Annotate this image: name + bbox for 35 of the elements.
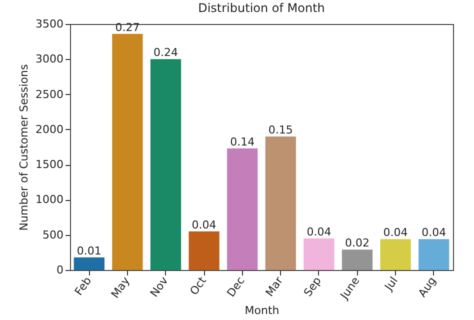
- annotation: 0.04: [383, 226, 408, 240]
- y-tick-label: 1500: [36, 158, 64, 172]
- annotation: 0.24: [154, 46, 178, 60]
- y-tick-label: 2500: [36, 88, 64, 101]
- annotation: 0.04: [192, 218, 216, 232]
- y-axis-title: Number of Customer Sessions: [18, 64, 31, 231]
- annotation: 0.15: [268, 123, 293, 136]
- y-tick-label: 1000: [36, 193, 64, 206]
- annotation: 0.02: [345, 236, 370, 250]
- annotation: 0.01: [76, 244, 102, 258]
- x-tick-label: Jul: [382, 274, 400, 294]
- x-tick-label: Sep: [301, 274, 324, 299]
- y-tick-label: 0: [56, 264, 64, 276]
- bar: [188, 231, 220, 270]
- y-tick-label: 3000: [36, 52, 64, 66]
- bar: [304, 238, 334, 270]
- bar: [227, 148, 258, 270]
- bar: [74, 257, 104, 270]
- x-axis-title: Month: [244, 304, 280, 317]
- bar: [112, 34, 143, 270]
- annotation: 0.04: [422, 226, 446, 240]
- x-tick-label: Oct: [187, 274, 210, 298]
- y-tick-label: 3500: [36, 18, 64, 30]
- bar: [150, 59, 182, 270]
- chart-title: Distribution of Month: [198, 1, 325, 15]
- annotation: 0.14: [230, 135, 255, 148]
- bar: [418, 239, 450, 270]
- bar: [265, 136, 296, 270]
- y-tick-label: 2000: [36, 122, 64, 136]
- bar: [342, 250, 373, 270]
- annotation: 0.27: [115, 20, 140, 34]
- x-tick-label: Feb: [72, 274, 94, 298]
- bar: [380, 239, 411, 270]
- annotation: 0.04: [306, 225, 332, 238]
- y-tick-label: 500: [42, 228, 64, 242]
